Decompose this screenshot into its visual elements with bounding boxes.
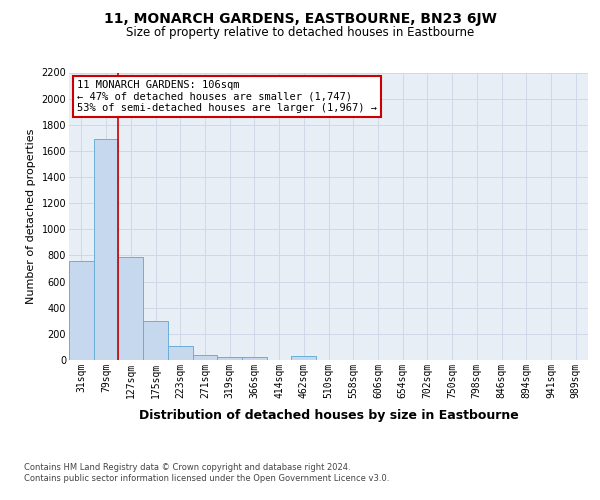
Text: 11, MONARCH GARDENS, EASTBOURNE, BN23 6JW: 11, MONARCH GARDENS, EASTBOURNE, BN23 6J…: [104, 12, 496, 26]
X-axis label: Distribution of detached houses by size in Eastbourne: Distribution of detached houses by size …: [139, 409, 518, 422]
Bar: [292, 356, 316, 360]
Bar: [69, 260, 94, 360]
Bar: [217, 358, 242, 360]
Text: 11 MONARCH GARDENS: 106sqm
← 47% of detached houses are smaller (1,747)
53% of s: 11 MONARCH GARDENS: 106sqm ← 47% of deta…: [77, 80, 377, 113]
Y-axis label: Number of detached properties: Number of detached properties: [26, 128, 36, 304]
Bar: [242, 358, 267, 360]
Bar: [118, 257, 143, 360]
Text: Size of property relative to detached houses in Eastbourne: Size of property relative to detached ho…: [126, 26, 474, 39]
Bar: [168, 346, 193, 360]
Text: Contains public sector information licensed under the Open Government Licence v3: Contains public sector information licen…: [24, 474, 389, 483]
Bar: [143, 321, 168, 360]
Bar: [193, 355, 217, 360]
Text: Contains HM Land Registry data © Crown copyright and database right 2024.: Contains HM Land Registry data © Crown c…: [24, 462, 350, 471]
Bar: [94, 139, 118, 360]
